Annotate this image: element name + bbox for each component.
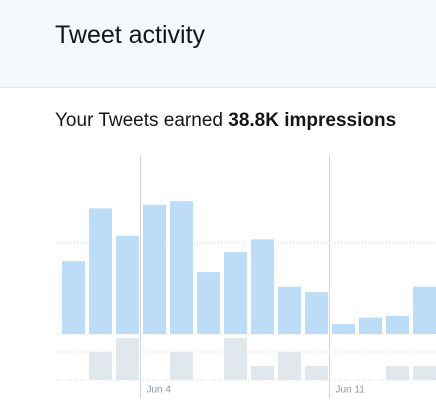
bar: [278, 352, 301, 380]
bar: [224, 252, 247, 334]
bar: [251, 366, 274, 380]
x-tick-label: Jun 11: [336, 385, 366, 396]
bar: [143, 204, 166, 334]
x-tick-label: Jun 4: [147, 385, 172, 396]
bar: [224, 338, 247, 380]
bar: [197, 272, 220, 334]
bar: [170, 352, 193, 380]
bar: [359, 317, 382, 334]
header: Tweet activity: [0, 0, 436, 88]
bar: [305, 366, 328, 380]
bar: [413, 286, 436, 334]
bar: [413, 366, 436, 380]
bar: [170, 201, 193, 334]
bar: [332, 323, 355, 334]
bar: [305, 292, 328, 334]
summary-highlight: 38.8K impressions: [228, 110, 397, 131]
bar: [116, 338, 139, 380]
summary: Your Tweets earned 38.8K impressions: [55, 110, 436, 132]
bar: [89, 352, 112, 380]
bar: [116, 235, 139, 334]
bar: [278, 286, 301, 334]
bar: [386, 315, 409, 334]
bar: [89, 208, 112, 334]
bar: [62, 261, 85, 334]
bar: [386, 366, 409, 380]
bar: [251, 239, 274, 334]
summary-text: Your Tweets earned: [55, 110, 229, 131]
page-title: Tweet activity: [55, 21, 206, 49]
